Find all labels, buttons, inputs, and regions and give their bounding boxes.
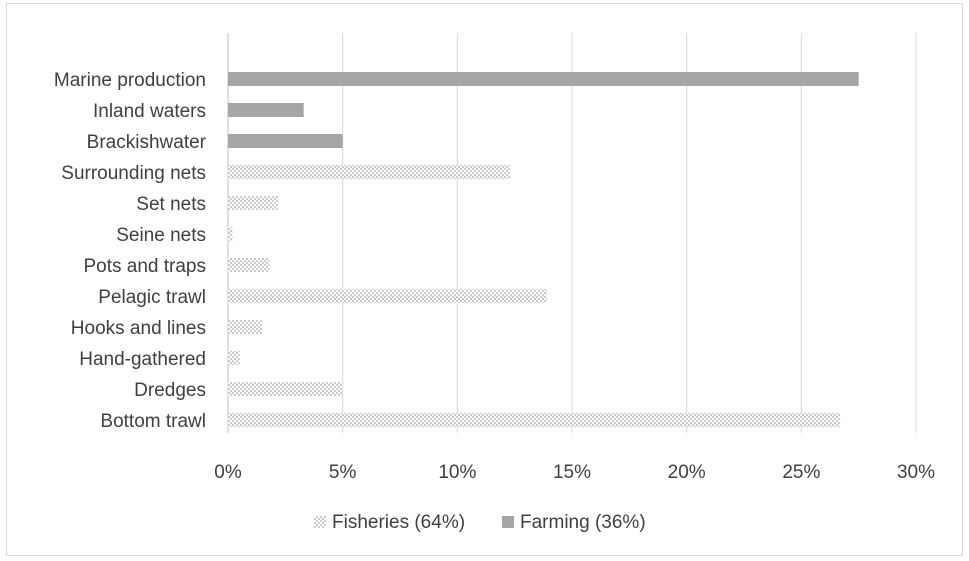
category-label-pelagic-trawl: Pelagic trawl — [98, 287, 206, 308]
legend-label-fisheries: Fisheries (64%) — [332, 512, 465, 533]
bar-fisheries-hand-gathered — [228, 351, 240, 365]
bar-fisheries-seine-nets — [228, 227, 233, 241]
bar-fisheries-set-nets — [228, 196, 279, 210]
bar-fisheries-surrounding-nets — [228, 165, 511, 179]
legend-swatch-farming — [502, 516, 514, 528]
category-label-brackishwater: Brackishwater — [87, 132, 207, 153]
x-tick-10: 10% — [438, 462, 476, 483]
category-label-surrounding-nets: Surrounding nets — [61, 163, 206, 184]
legend: Fisheries (64%) Farming (36%) — [314, 512, 646, 533]
category-label-inland-waters: Inland waters — [93, 101, 206, 122]
category-label-hand-gathered: Hand-gathered — [79, 349, 206, 370]
category-label-pots-and-traps: Pots and traps — [83, 256, 206, 277]
category-label-seine-nets: Seine nets — [116, 225, 206, 246]
category-label-bottom-trawl: Bottom trawl — [100, 411, 206, 432]
x-tick-5: 5% — [329, 462, 357, 483]
category-label-hooks-and-lines: Hooks and lines — [71, 318, 206, 339]
x-tick-0: 0% — [214, 462, 242, 483]
x-tick-30: 30% — [897, 462, 935, 483]
chart-frame — [6, 3, 963, 556]
legend-label-farming: Farming (36%) — [520, 512, 646, 533]
bar-farming-inland-waters — [228, 103, 304, 117]
x-tick-15: 15% — [553, 462, 591, 483]
gridlines — [227, 33, 917, 433]
x-tick-20: 20% — [668, 462, 706, 483]
category-label-marine-production: Marine production — [54, 70, 206, 91]
bars — [228, 72, 859, 427]
bar-farming-marine-production — [228, 72, 859, 86]
bar-farming-brackishwater — [228, 134, 343, 148]
category-labels: Marine production Inland waters Brackishwa… — [54, 70, 207, 432]
category-label-dredges: Dredges — [134, 380, 206, 401]
category-label-set-nets: Set nets — [136, 194, 206, 215]
bar-fisheries-pots-and-traps — [228, 258, 270, 272]
x-tick-labels: 0% 5% 10% 15% 20% 25% 30% — [214, 462, 935, 483]
bar-fisheries-bottom-trawl — [228, 413, 841, 427]
bar-fisheries-pelagic-trawl — [228, 289, 547, 303]
bar-fisheries-hooks-and-lines — [228, 320, 263, 334]
legend-swatch-fisheries — [314, 516, 326, 528]
x-tick-25: 25% — [782, 462, 820, 483]
bar-fisheries-dredges — [228, 382, 343, 396]
